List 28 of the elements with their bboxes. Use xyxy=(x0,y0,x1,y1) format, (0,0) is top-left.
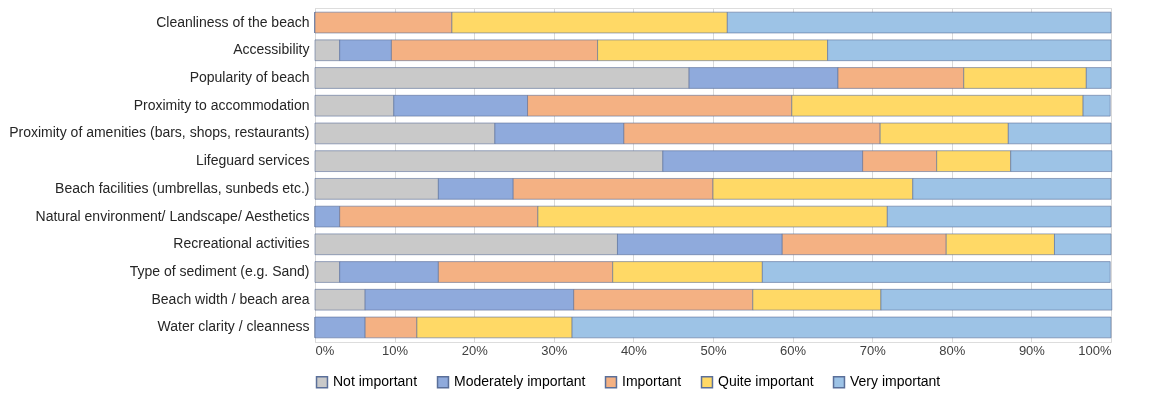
x-tick-label: 20% xyxy=(461,342,489,358)
x-tick-label: 100% xyxy=(1078,342,1112,358)
y-tick-label: Beach facilities (umbrellas, sunbeds etc.) xyxy=(55,179,310,196)
y-tick-label: Proximity of amenities (bars, shops, restaurants) xyxy=(9,124,310,141)
legend-label: Very important xyxy=(850,373,941,390)
legend-label: Moderately important xyxy=(454,373,586,390)
y-tick-label: Recreational activities xyxy=(173,235,310,252)
x-tick-label: 70% xyxy=(859,342,887,358)
x-tick-label: 30% xyxy=(541,342,568,358)
legend-label: Quite important xyxy=(718,373,814,390)
x-tick-label: 0% xyxy=(315,342,335,358)
x-tick-label: 10% xyxy=(382,342,409,358)
y-tick-label: Natural environment/ Landscape/ Aesthetics xyxy=(35,207,310,224)
x-tick-label: 80% xyxy=(939,342,966,358)
x-tick-label: 90% xyxy=(1018,342,1046,358)
y-tick-label: Type of sediment (e.g. Sand) xyxy=(129,263,310,280)
x-tick-label: 50% xyxy=(700,342,727,358)
legend-label: Important xyxy=(622,373,682,390)
legend-label: Not important xyxy=(333,373,418,390)
y-tick-label: Lifeguard services xyxy=(195,152,310,169)
y-tick-label: Accessibility xyxy=(233,41,310,58)
y-tick-label: Popularity of beach xyxy=(189,68,310,85)
y-tick-label: Beach width / beach area xyxy=(151,290,310,307)
x-tick-label: 60% xyxy=(780,342,807,358)
y-tick-label: Proximity to accommodation xyxy=(133,96,310,113)
x-tick-label: 40% xyxy=(620,342,648,358)
y-tick-label: Water clarity / cleanness xyxy=(157,318,310,335)
y-tick-label: Cleanliness of the beach xyxy=(156,13,310,30)
